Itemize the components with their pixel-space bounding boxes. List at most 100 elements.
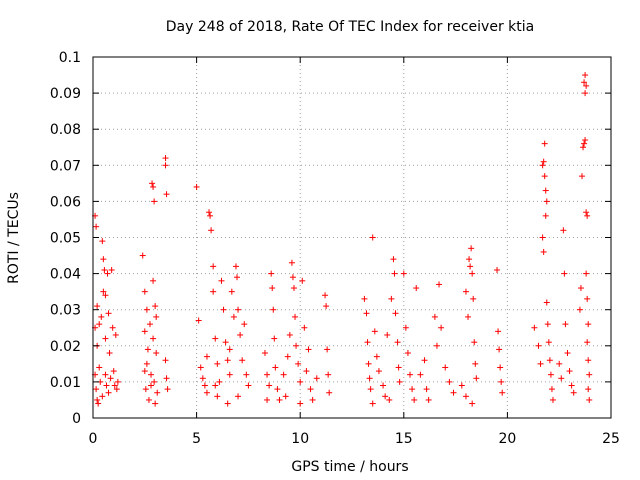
data-point: [104, 270, 111, 277]
x-tick-label: 10: [291, 431, 309, 447]
data-point: [99, 393, 106, 400]
data-point: [108, 266, 115, 273]
data-point: [272, 364, 279, 371]
data-point: [583, 209, 590, 216]
x-tick-label: 25: [602, 431, 620, 447]
data-point: [276, 396, 283, 403]
data-point: [199, 375, 206, 382]
data-point: [113, 386, 120, 393]
data-point: [380, 382, 387, 389]
data-point: [102, 292, 109, 299]
y-tick-labels: 0 0.01 0.02 0.03 0.04 0.05 0.06 0.07 0.08 0.09 0.1: [50, 50, 81, 427]
data-point: [558, 375, 565, 382]
data-point: [584, 212, 591, 219]
data-point: [212, 335, 219, 342]
data-point: [498, 378, 505, 385]
data-point: [106, 350, 113, 357]
data-point: [241, 321, 248, 328]
data-point: [212, 382, 219, 389]
data-point: [438, 324, 445, 331]
data-point: [149, 180, 156, 187]
data-point: [390, 256, 397, 263]
data-point: [139, 252, 146, 259]
data-point: [417, 371, 424, 378]
data-point: [392, 310, 399, 317]
data-point: [153, 350, 160, 357]
data-point: [541, 173, 548, 180]
data-point: [105, 389, 112, 396]
data-point: [542, 187, 549, 194]
data-point: [458, 382, 465, 389]
data-point: [469, 270, 476, 277]
data-point: [469, 400, 476, 407]
data-point: [102, 335, 109, 342]
data-point: [407, 371, 414, 378]
data-point: [564, 350, 571, 357]
data-point: [577, 285, 584, 292]
data-point: [218, 277, 225, 284]
data-point: [163, 191, 170, 198]
y-tick-label: 0.02: [50, 339, 81, 355]
data-point: [114, 378, 121, 385]
data-point: [224, 400, 231, 407]
data-point: [326, 389, 333, 396]
data-point: [284, 353, 291, 360]
data-point: [112, 331, 119, 338]
data-point: [93, 386, 100, 393]
data-point: [466, 256, 473, 263]
data-point: [153, 313, 160, 320]
data-point: [450, 389, 457, 396]
data-point: [462, 393, 469, 400]
data-point: [539, 162, 546, 169]
data-point: [292, 313, 299, 320]
data-point: [210, 263, 217, 270]
data-point: [582, 72, 589, 79]
data-point: [584, 339, 591, 346]
data-point: [301, 324, 308, 331]
data-point: [566, 368, 573, 375]
data-point: [548, 386, 555, 393]
data-point: [110, 368, 117, 375]
data-point: [325, 371, 332, 378]
data-point: [141, 288, 148, 295]
data-point: [580, 144, 587, 151]
y-tick-label: 0.04: [50, 267, 81, 283]
data-point: [561, 270, 568, 277]
data-point: [100, 288, 107, 295]
data-point: [375, 368, 382, 375]
data-point: [282, 393, 289, 400]
data-point: [361, 295, 368, 302]
data-point: [394, 339, 401, 346]
data-point: [578, 173, 585, 180]
data-point: [465, 313, 472, 320]
data-point: [146, 321, 153, 328]
y-tick-label: 0.1: [59, 50, 81, 66]
data-point: [99, 238, 106, 245]
data-point: [103, 382, 110, 389]
data-point: [162, 155, 169, 162]
data-point: [436, 281, 443, 288]
data-point: [583, 270, 590, 277]
data-point: [239, 357, 246, 364]
data-point: [494, 266, 501, 273]
data-point: [540, 158, 547, 165]
data-point: [216, 378, 223, 385]
data-point: [404, 350, 411, 357]
data-point: [150, 277, 157, 284]
data-point: [269, 285, 276, 292]
data-point: [382, 393, 389, 400]
data-point: [264, 396, 271, 403]
y-tick-label: 0.03: [50, 303, 81, 319]
data-point: [303, 368, 310, 375]
data-point: [144, 346, 151, 353]
data-point: [369, 234, 376, 241]
data-point: [141, 368, 148, 375]
data-point: [400, 270, 407, 277]
data-point: [423, 386, 430, 393]
data-point: [373, 353, 380, 360]
data-point: [431, 313, 438, 320]
data-point: [206, 209, 213, 216]
data-point: [386, 396, 393, 403]
data-point: [224, 357, 231, 364]
y-tick-label: 0.06: [50, 194, 81, 210]
